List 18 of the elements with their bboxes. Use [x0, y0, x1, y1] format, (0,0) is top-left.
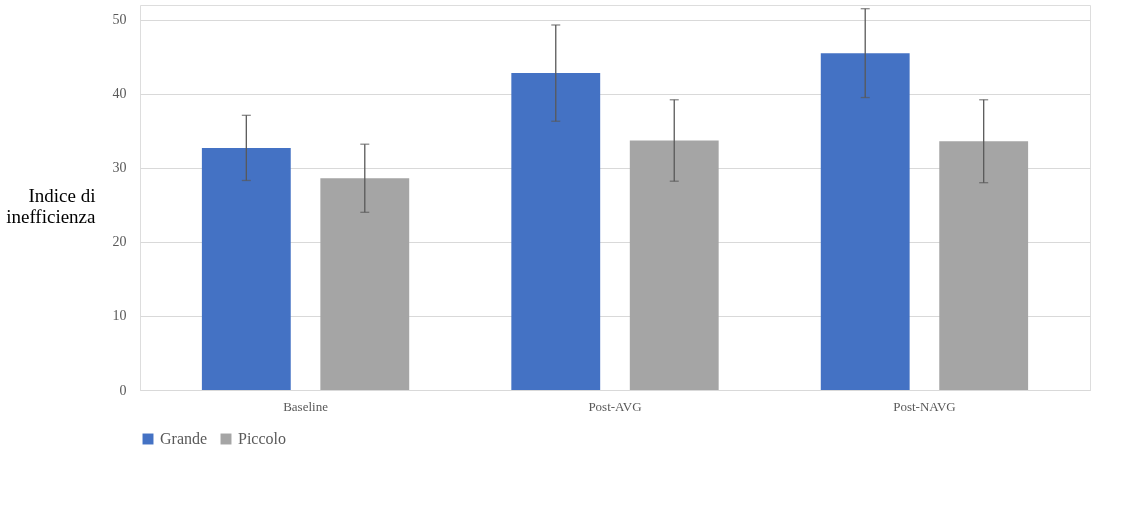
- legend-label: Piccolo: [238, 430, 286, 447]
- y-tick-label: 50: [112, 12, 127, 28]
- bar: [511, 73, 601, 390]
- y-axis-title: Indice di inefficienza: [6, 184, 97, 227]
- y-tick-label: 40: [112, 86, 127, 102]
- bar: [320, 178, 410, 390]
- y-tick-label: 30: [112, 160, 127, 176]
- legend-label: Grande: [160, 430, 208, 447]
- x-tick-label: Baseline: [283, 398, 329, 414]
- bar: [629, 140, 719, 390]
- bar: [820, 53, 910, 390]
- bar: [201, 147, 291, 390]
- x-tick-label: Post-NAVG: [893, 398, 956, 414]
- y-tick-label: 20: [112, 234, 127, 250]
- x-tick-label: Post-AVG: [588, 398, 642, 414]
- bar: [939, 141, 1029, 390]
- y-tick-label: 0: [119, 382, 127, 398]
- y-tick-label: 10: [112, 308, 127, 324]
